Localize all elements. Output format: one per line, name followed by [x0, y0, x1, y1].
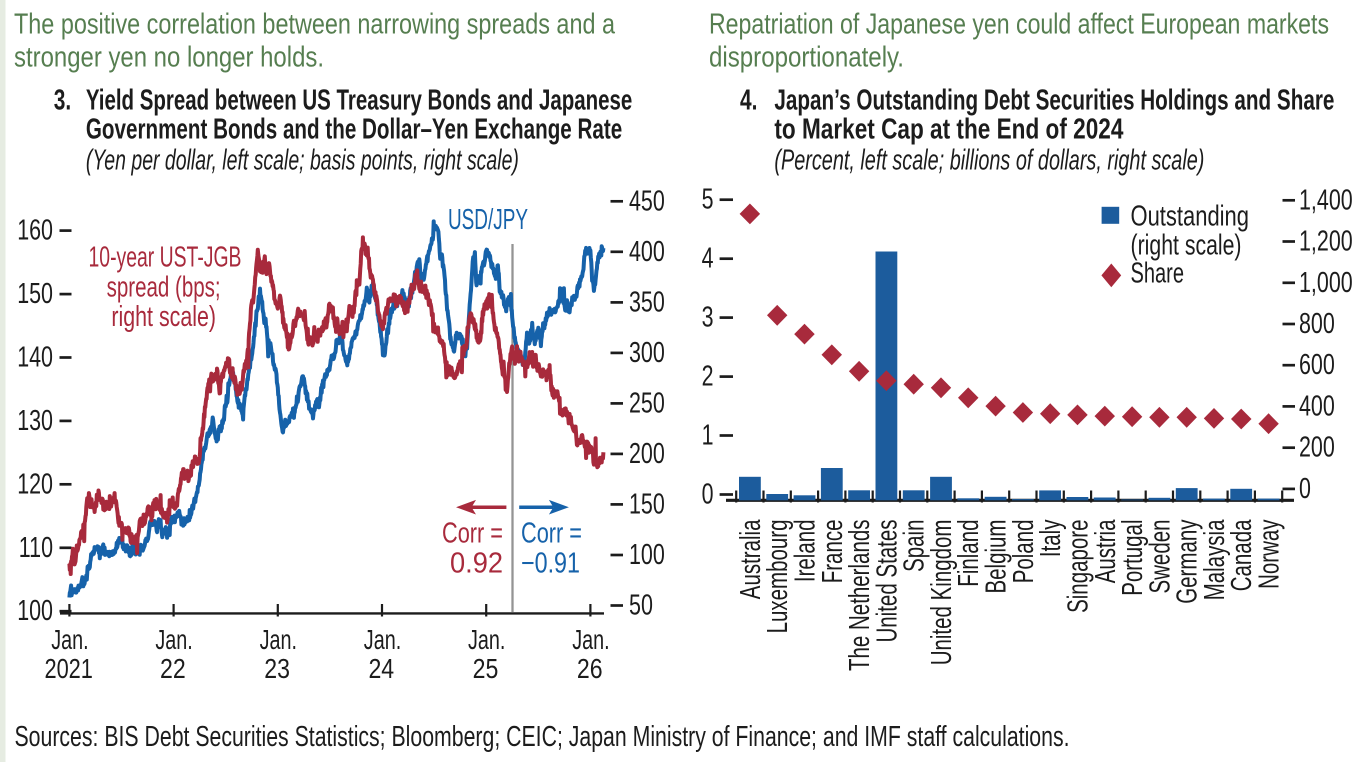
svg-text:3: 3 [702, 302, 714, 334]
svg-text:Government Bonds and the Dolla: Government Bonds and the Dollar–Yen Exch… [86, 114, 622, 146]
svg-text:(right scale): (right scale) [1131, 230, 1242, 262]
svg-text:23: 23 [264, 653, 290, 684]
svg-text:Portugal: Portugal [1117, 520, 1149, 596]
svg-text:Austria: Austria [1090, 519, 1122, 583]
svg-text:Poland: Poland [1008, 520, 1040, 584]
svg-text:150: 150 [17, 278, 53, 310]
svg-text:100: 100 [17, 595, 53, 627]
svg-text:The Netherlands: The Netherlands [844, 520, 876, 672]
svg-text:1: 1 [702, 420, 714, 452]
svg-text:Corr =: Corr = [521, 518, 582, 550]
svg-text:United States: United States [871, 520, 903, 643]
svg-text:3.: 3. [54, 85, 71, 117]
svg-text:2: 2 [702, 361, 714, 393]
svg-text:Repatriation of Japanese yen c: Repatriation of Japanese yen could affec… [709, 9, 1329, 41]
svg-text:450: 450 [629, 185, 665, 217]
svg-text:Australia: Australia [735, 519, 767, 599]
svg-text:0: 0 [1299, 473, 1311, 505]
svg-text:Jan.: Jan. [572, 624, 609, 655]
svg-text:United Kingdom: United Kingdom [926, 520, 958, 666]
svg-text:250: 250 [629, 387, 665, 419]
svg-text:200: 200 [629, 438, 665, 470]
svg-text:Yield Spread between US Treasu: Yield Spread between US Treasury Bonds a… [86, 85, 632, 117]
svg-text:disproportionately.: disproportionately. [709, 42, 904, 74]
svg-text:Jan.: Jan. [51, 624, 88, 655]
svg-text:300: 300 [629, 337, 665, 369]
svg-text:400: 400 [1299, 390, 1335, 422]
svg-text:50: 50 [629, 590, 653, 622]
svg-text:Spain: Spain [899, 520, 931, 572]
svg-text:The positive correlation betwe: The positive correlation between narrowi… [14, 9, 616, 41]
svg-text:Sweden: Sweden [1144, 520, 1176, 594]
svg-text:Corr =: Corr = [442, 518, 503, 550]
svg-text:Share: Share [1131, 258, 1185, 290]
svg-text:stronger yen no longer holds.: stronger yen no longer holds. [14, 42, 324, 74]
svg-text:Singapore: Singapore [1063, 520, 1095, 613]
svg-text:Jan.: Jan. [468, 624, 505, 655]
svg-text:600: 600 [1299, 349, 1335, 381]
svg-text:Sources: BIS Debt Securities S: Sources: BIS Debt Securities Statistics;… [15, 721, 1070, 753]
svg-text:Japan’s Outstanding Debt Secur: Japan’s Outstanding Debt Securities Hold… [774, 85, 1334, 117]
svg-text:130: 130 [17, 405, 53, 437]
svg-text:350: 350 [629, 286, 665, 318]
svg-text:1,400: 1,400 [1299, 184, 1353, 216]
svg-text:0.92: 0.92 [450, 548, 503, 580]
svg-text:24: 24 [368, 653, 394, 684]
svg-text:120: 120 [17, 468, 53, 500]
svg-text:Ireland: Ireland [790, 520, 822, 583]
svg-text:Norway: Norway [1254, 519, 1286, 589]
svg-text:−0.91: −0.91 [521, 548, 580, 580]
svg-text:(Yen per dollar, left scale; b: (Yen per dollar, left scale; basis point… [86, 144, 519, 176]
svg-text:140: 140 [17, 342, 53, 374]
svg-text:Outstanding: Outstanding [1131, 201, 1250, 233]
svg-text:Luxembourg: Luxembourg [762, 520, 794, 634]
svg-text:Finland: Finland [953, 520, 985, 587]
svg-text:Germany: Germany [1172, 519, 1204, 604]
svg-text:France: France [817, 520, 849, 584]
svg-text:Malaysia: Malaysia [1199, 519, 1231, 600]
svg-text:160: 160 [17, 215, 53, 247]
svg-text:26: 26 [577, 653, 603, 684]
svg-text:to Market Cap at the End of 20: to Market Cap at the End of 2024 [774, 114, 1123, 146]
svg-text:Jan.: Jan. [155, 624, 192, 655]
svg-text:Canada: Canada [1226, 519, 1258, 591]
svg-text:25: 25 [473, 653, 499, 684]
svg-text:right scale): right scale) [111, 301, 216, 333]
svg-text:1,000: 1,000 [1299, 267, 1353, 299]
svg-text:Italy: Italy [1035, 519, 1067, 557]
svg-text:200: 200 [1299, 432, 1335, 464]
svg-text:1,200: 1,200 [1299, 226, 1353, 258]
svg-text:4.: 4. [740, 85, 757, 117]
svg-text:800: 800 [1299, 308, 1335, 340]
svg-text:Jan.: Jan. [260, 624, 297, 655]
svg-text:10-year UST-JGB: 10-year UST-JGB [89, 242, 242, 274]
svg-text:USD/JPY: USD/JPY [448, 204, 528, 236]
svg-text:Belgium: Belgium [981, 520, 1013, 594]
svg-text:Jan.: Jan. [364, 624, 401, 655]
svg-text:4: 4 [702, 243, 714, 275]
svg-text:5: 5 [702, 184, 714, 216]
svg-text:0: 0 [702, 479, 714, 511]
svg-text:spread (bps;: spread (bps; [107, 272, 221, 304]
svg-text:22: 22 [160, 653, 186, 684]
svg-text:2021: 2021 [44, 653, 93, 684]
svg-text:400: 400 [629, 236, 665, 268]
svg-text:100: 100 [629, 539, 665, 571]
svg-text:150: 150 [629, 488, 665, 520]
svg-text:(Percent, left scale; billions: (Percent, left scale; billions of dollar… [774, 144, 1204, 176]
svg-text:110: 110 [19, 532, 53, 564]
